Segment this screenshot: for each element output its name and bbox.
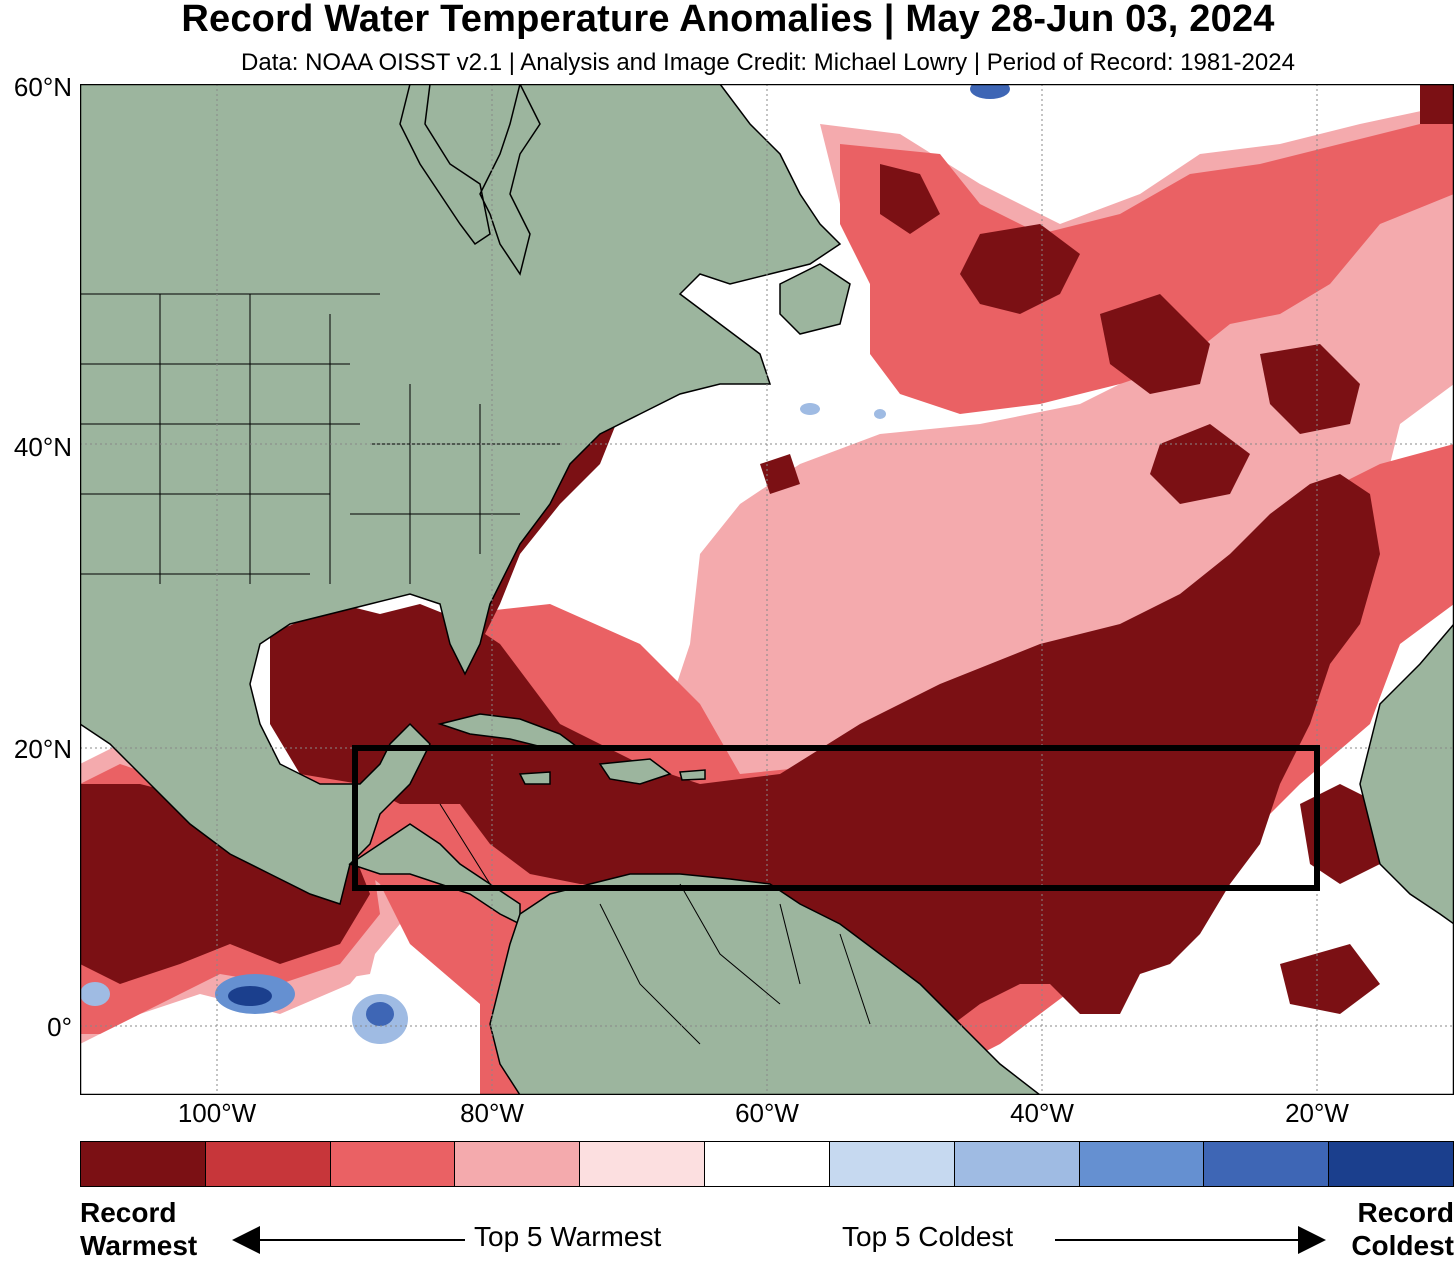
lon-tick-80w: 80°W — [460, 1098, 524, 1128]
lon-tick-100w: 100°W — [177, 1098, 257, 1128]
chart-subtitle: Data: NOAA OISST v2.1 | Analysis and Ima… — [241, 49, 1295, 76]
colorbar-swatch — [1329, 1142, 1453, 1186]
lat-tick-0: 0° — [47, 1012, 72, 1042]
colorbar-swatch — [455, 1142, 581, 1186]
lon-tick-40w: 40°W — [1010, 1098, 1074, 1128]
cold-anomaly-fields — [80, 84, 1010, 1044]
chart-title: Record Water Temperature Anomalies | May… — [181, 0, 1275, 40]
colorbar-swatch — [1204, 1142, 1330, 1186]
lat-tick-60n: 60°N — [13, 72, 72, 102]
left-arrow-line — [255, 1239, 465, 1241]
colorbar-swatch — [829, 1142, 955, 1186]
colorbar-swatch — [1079, 1142, 1205, 1186]
colorbar-swatch — [580, 1142, 706, 1186]
lat-tick-20n: 20°N — [13, 734, 72, 764]
highlight-box — [352, 745, 1320, 891]
colorbar-swatch — [705, 1142, 830, 1186]
anomaly-map — [80, 84, 1454, 1095]
lat-tick-40n: 40°N — [13, 432, 72, 462]
newfoundland-land — [779, 263, 851, 335]
hispaniola-land — [598, 758, 672, 785]
colorbar-swatch — [81, 1142, 206, 1186]
top5-warmest-label: Top 5 Warmest — [466, 1221, 670, 1253]
north-america-land — [80, 84, 842, 905]
record-warmest-label: Record Warmest — [80, 1197, 198, 1261]
colorbar-swatch — [205, 1142, 331, 1186]
colorbar — [80, 1141, 1454, 1187]
land-masses — [80, 84, 1454, 1095]
top5-coldest-label: Top 5 Coldest — [834, 1221, 1022, 1253]
africa-land — [1359, 622, 1454, 925]
lon-tick-20w: 20°W — [1285, 1098, 1349, 1128]
record-coldest-label: Record Coldest — [1351, 1197, 1454, 1261]
right-arrow-icon — [1298, 1226, 1326, 1254]
jamaica-land — [518, 771, 551, 785]
puerto-rico-land — [679, 769, 706, 781]
lon-tick-60w: 60°W — [735, 1098, 799, 1128]
map-frame — [80, 84, 1454, 1095]
right-arrow-line — [1055, 1239, 1305, 1241]
colorbar-swatch — [954, 1142, 1080, 1186]
colorbar-swatch — [330, 1142, 456, 1186]
